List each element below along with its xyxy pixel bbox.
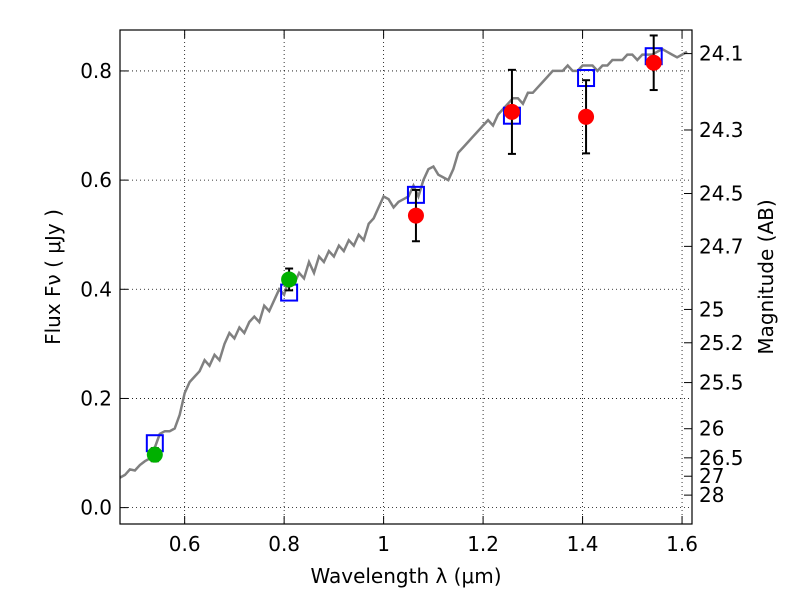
- y-tick-label: 0.2: [80, 386, 112, 410]
- x-axis-label: Wavelength λ (μm): [310, 564, 501, 588]
- observed-point: [503, 103, 520, 120]
- observed-point: [146, 446, 163, 463]
- y2-axis-label: Magnitude (AB): [754, 199, 778, 354]
- mag-tick-label: 26: [699, 417, 724, 441]
- y-axis-label: Flux Fν ( μJy ): [41, 209, 65, 345]
- model-spectrum-line: [119, 47, 688, 479]
- mag-tick-label: 24.1: [699, 42, 744, 66]
- x-tick-label: 1: [377, 532, 390, 556]
- observed-point: [281, 271, 298, 288]
- y-tick-label: 0.8: [80, 59, 112, 83]
- mag-tick-label: 27: [699, 464, 724, 488]
- plot-frame: [119, 29, 693, 525]
- data-markers: [145, 34, 663, 463]
- mag-tick-label: 26.5: [699, 446, 744, 470]
- observed-point: [407, 207, 424, 224]
- x-tick-label: 1.2: [467, 532, 499, 556]
- observed-point: [645, 54, 662, 71]
- x-tick-label: 1.6: [666, 532, 698, 556]
- x-tick-label: 1.4: [567, 532, 599, 556]
- mag-tick-label: 25: [699, 297, 724, 321]
- y-tick-label: 0.6: [80, 168, 112, 192]
- mag-tick-label: 24.7: [699, 234, 744, 258]
- mag-tick-label: 25.5: [699, 371, 744, 395]
- mag-tick-label: 24.3: [699, 118, 744, 142]
- x-tick-label: 0.6: [169, 532, 201, 556]
- grid: [120, 30, 692, 524]
- mag-tick-label: 24.5: [699, 182, 744, 206]
- observed-point: [578, 108, 595, 125]
- y-tick-label: 0.4: [80, 277, 112, 301]
- y-tick-label: 0.0: [80, 496, 112, 520]
- mag-tick-label: 25.2: [699, 331, 744, 355]
- axis-ticks: 0.6 0.8 1 1.2 1.4 1.6 0.0 0.2 0.4 0.6 0.8 24.1 24.3 2…: [80, 30, 744, 556]
- x-tick-label: 0.8: [268, 532, 300, 556]
- mag-tick-label: 28: [699, 483, 724, 507]
